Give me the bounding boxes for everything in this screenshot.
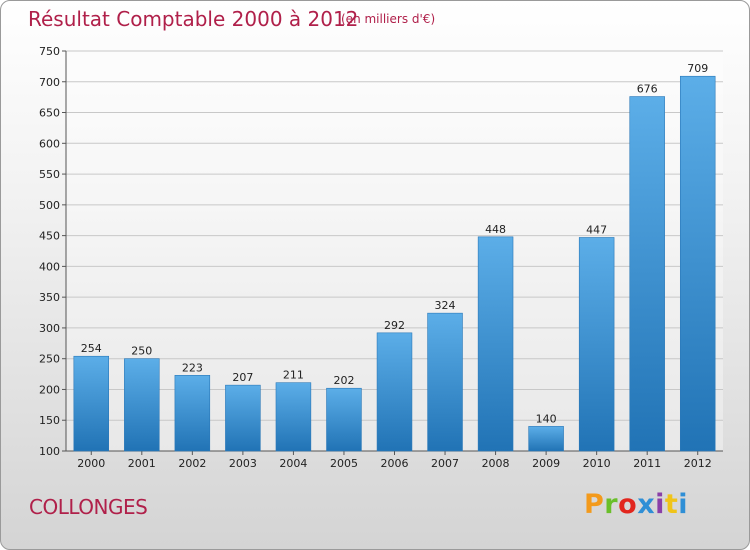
bar xyxy=(528,426,564,452)
bar xyxy=(174,375,211,452)
logo-letter: x xyxy=(637,489,656,520)
logo-letter: r xyxy=(604,489,619,520)
bar-value-label: 709 xyxy=(687,62,708,75)
y-tick-label: 750 xyxy=(39,45,60,58)
x-tick-label: 2005 xyxy=(330,457,358,470)
x-tick-label: 2004 xyxy=(279,457,307,470)
x-tick-label: 2007 xyxy=(431,457,459,470)
x-tick-label: 2009 xyxy=(532,457,560,470)
x-tick-label: 2011 xyxy=(633,457,661,470)
y-tick-label: 450 xyxy=(39,230,60,243)
bar xyxy=(376,332,413,452)
bar xyxy=(427,312,463,452)
bar-value-label: 448 xyxy=(485,223,506,236)
logo-letter: t xyxy=(664,489,679,520)
bar-value-label: 250 xyxy=(131,345,152,358)
x-tick-label: 2002 xyxy=(178,457,206,470)
bar-value-label: 223 xyxy=(182,361,203,374)
commune-name: COLLONGES xyxy=(29,495,148,519)
bar xyxy=(679,75,716,452)
bar xyxy=(73,355,110,452)
bar xyxy=(326,387,362,452)
y-tick-label: 100 xyxy=(39,445,60,458)
bar-value-label: 324 xyxy=(435,299,456,312)
bar-value-label: 202 xyxy=(333,374,354,387)
proxiti-logo: Proxiti xyxy=(584,489,688,520)
x-tick-label: 2000 xyxy=(77,457,105,470)
y-tick-label: 650 xyxy=(39,107,60,120)
x-tick-label: 2003 xyxy=(229,457,257,470)
bar xyxy=(225,384,261,452)
logo-letter: o xyxy=(618,489,638,520)
x-tick-label: 2008 xyxy=(482,457,510,470)
bar-value-label: 676 xyxy=(637,83,658,96)
y-tick-label: 600 xyxy=(39,137,60,150)
logo-letter: i xyxy=(655,489,665,520)
y-tick-label: 200 xyxy=(39,383,60,396)
bar xyxy=(477,236,514,452)
chart-title: Résultat Comptable 2000 à 2012 xyxy=(28,7,359,31)
bar xyxy=(124,358,160,452)
chart-subtitle: (en milliers d'€) xyxy=(341,12,436,26)
bar xyxy=(629,96,665,452)
x-tick-label: 2010 xyxy=(583,457,611,470)
labels: 100 150 200 250 300 350 400 450 500 550 600 650 700 7… xyxy=(39,45,712,470)
bar-value-label: 140 xyxy=(536,412,557,425)
bar-value-label: 211 xyxy=(283,369,304,382)
y-tick-label: 700 xyxy=(39,76,60,89)
bar xyxy=(578,237,615,452)
x-tick-label: 2012 xyxy=(684,457,712,470)
x-tick-label: 2001 xyxy=(128,457,156,470)
logo-letter: i xyxy=(678,489,689,520)
y-tick-label: 400 xyxy=(39,260,60,273)
bar xyxy=(275,382,312,452)
bar-value-label: 292 xyxy=(384,319,405,332)
y-tick-label: 150 xyxy=(39,414,60,427)
logo-letter: P xyxy=(584,489,605,520)
bar-value-label: 207 xyxy=(232,371,253,384)
y-tick-label: 350 xyxy=(39,291,60,304)
y-tick-label: 550 xyxy=(39,168,60,181)
y-tick-label: 250 xyxy=(39,353,60,366)
y-tick-label: 300 xyxy=(39,322,60,335)
bars xyxy=(73,75,716,452)
y-tick-label: 500 xyxy=(39,199,60,212)
bar-value-label: 447 xyxy=(586,223,607,236)
bar-value-label: 254 xyxy=(81,342,102,355)
x-tick-label: 2006 xyxy=(381,457,409,470)
